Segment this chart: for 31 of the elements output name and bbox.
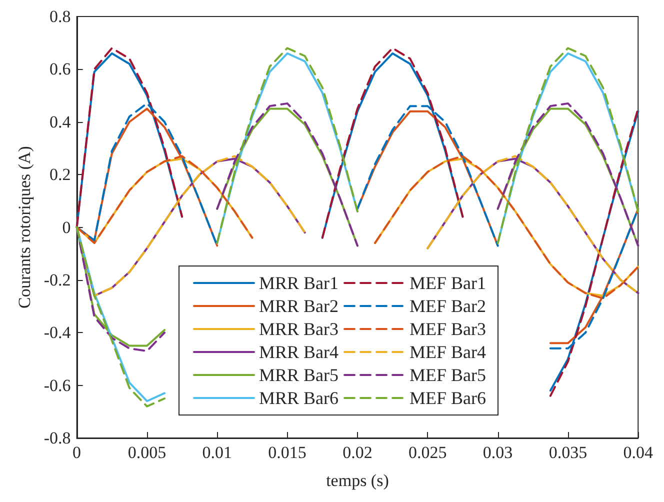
y-tick-label: -0.4 (44, 323, 72, 342)
legend-label: MEF Bar2 (410, 296, 486, 316)
legend-label: MEF Bar3 (410, 319, 486, 339)
y-tick-label: 0 (62, 218, 71, 237)
y-tick-label: 0.8 (50, 7, 71, 26)
y-tick-label: -0.8 (44, 428, 71, 448)
y-axis-title: Courants rotoriques (A) (15, 146, 34, 308)
legend-label: MEF Bar4 (410, 342, 486, 362)
legend-label: MRR Bar3 (259, 319, 339, 339)
legend-label: MEF Bar5 (410, 365, 486, 385)
legend-label: MRR Bar2 (259, 296, 339, 316)
legend-label: MRR Bar4 (259, 342, 339, 362)
legend-label: MRR Bar6 (259, 388, 339, 408)
y-tick-label: -0.2 (44, 270, 71, 290)
y-tick-label: 0.6 (50, 60, 71, 79)
x-tick-label: 0.005 (128, 443, 166, 462)
x-tick-label: 0.04 (623, 443, 654, 462)
legend-label: MRR Bar5 (259, 365, 339, 385)
legend-label: MRR Bar1 (259, 273, 339, 293)
x-tick-label: 0.025 (408, 443, 447, 462)
x-tick-label: 0.01 (202, 443, 232, 462)
x-tick-label: 0.035 (548, 443, 588, 462)
legend-label: MEF Bar6 (410, 388, 486, 408)
x-tick-label: 0.015 (268, 443, 306, 462)
y-tick-label: -0.6 (44, 376, 71, 395)
y-tick-label: 0.4 (50, 112, 72, 132)
y-tick-label: 0.2 (50, 165, 71, 184)
x-axis-title: temps (s) (326, 471, 389, 490)
x-tick-label: 0.03 (482, 443, 513, 462)
x-tick-label: 0.02 (342, 443, 372, 462)
legend-label: MEF Bar1 (410, 273, 486, 293)
